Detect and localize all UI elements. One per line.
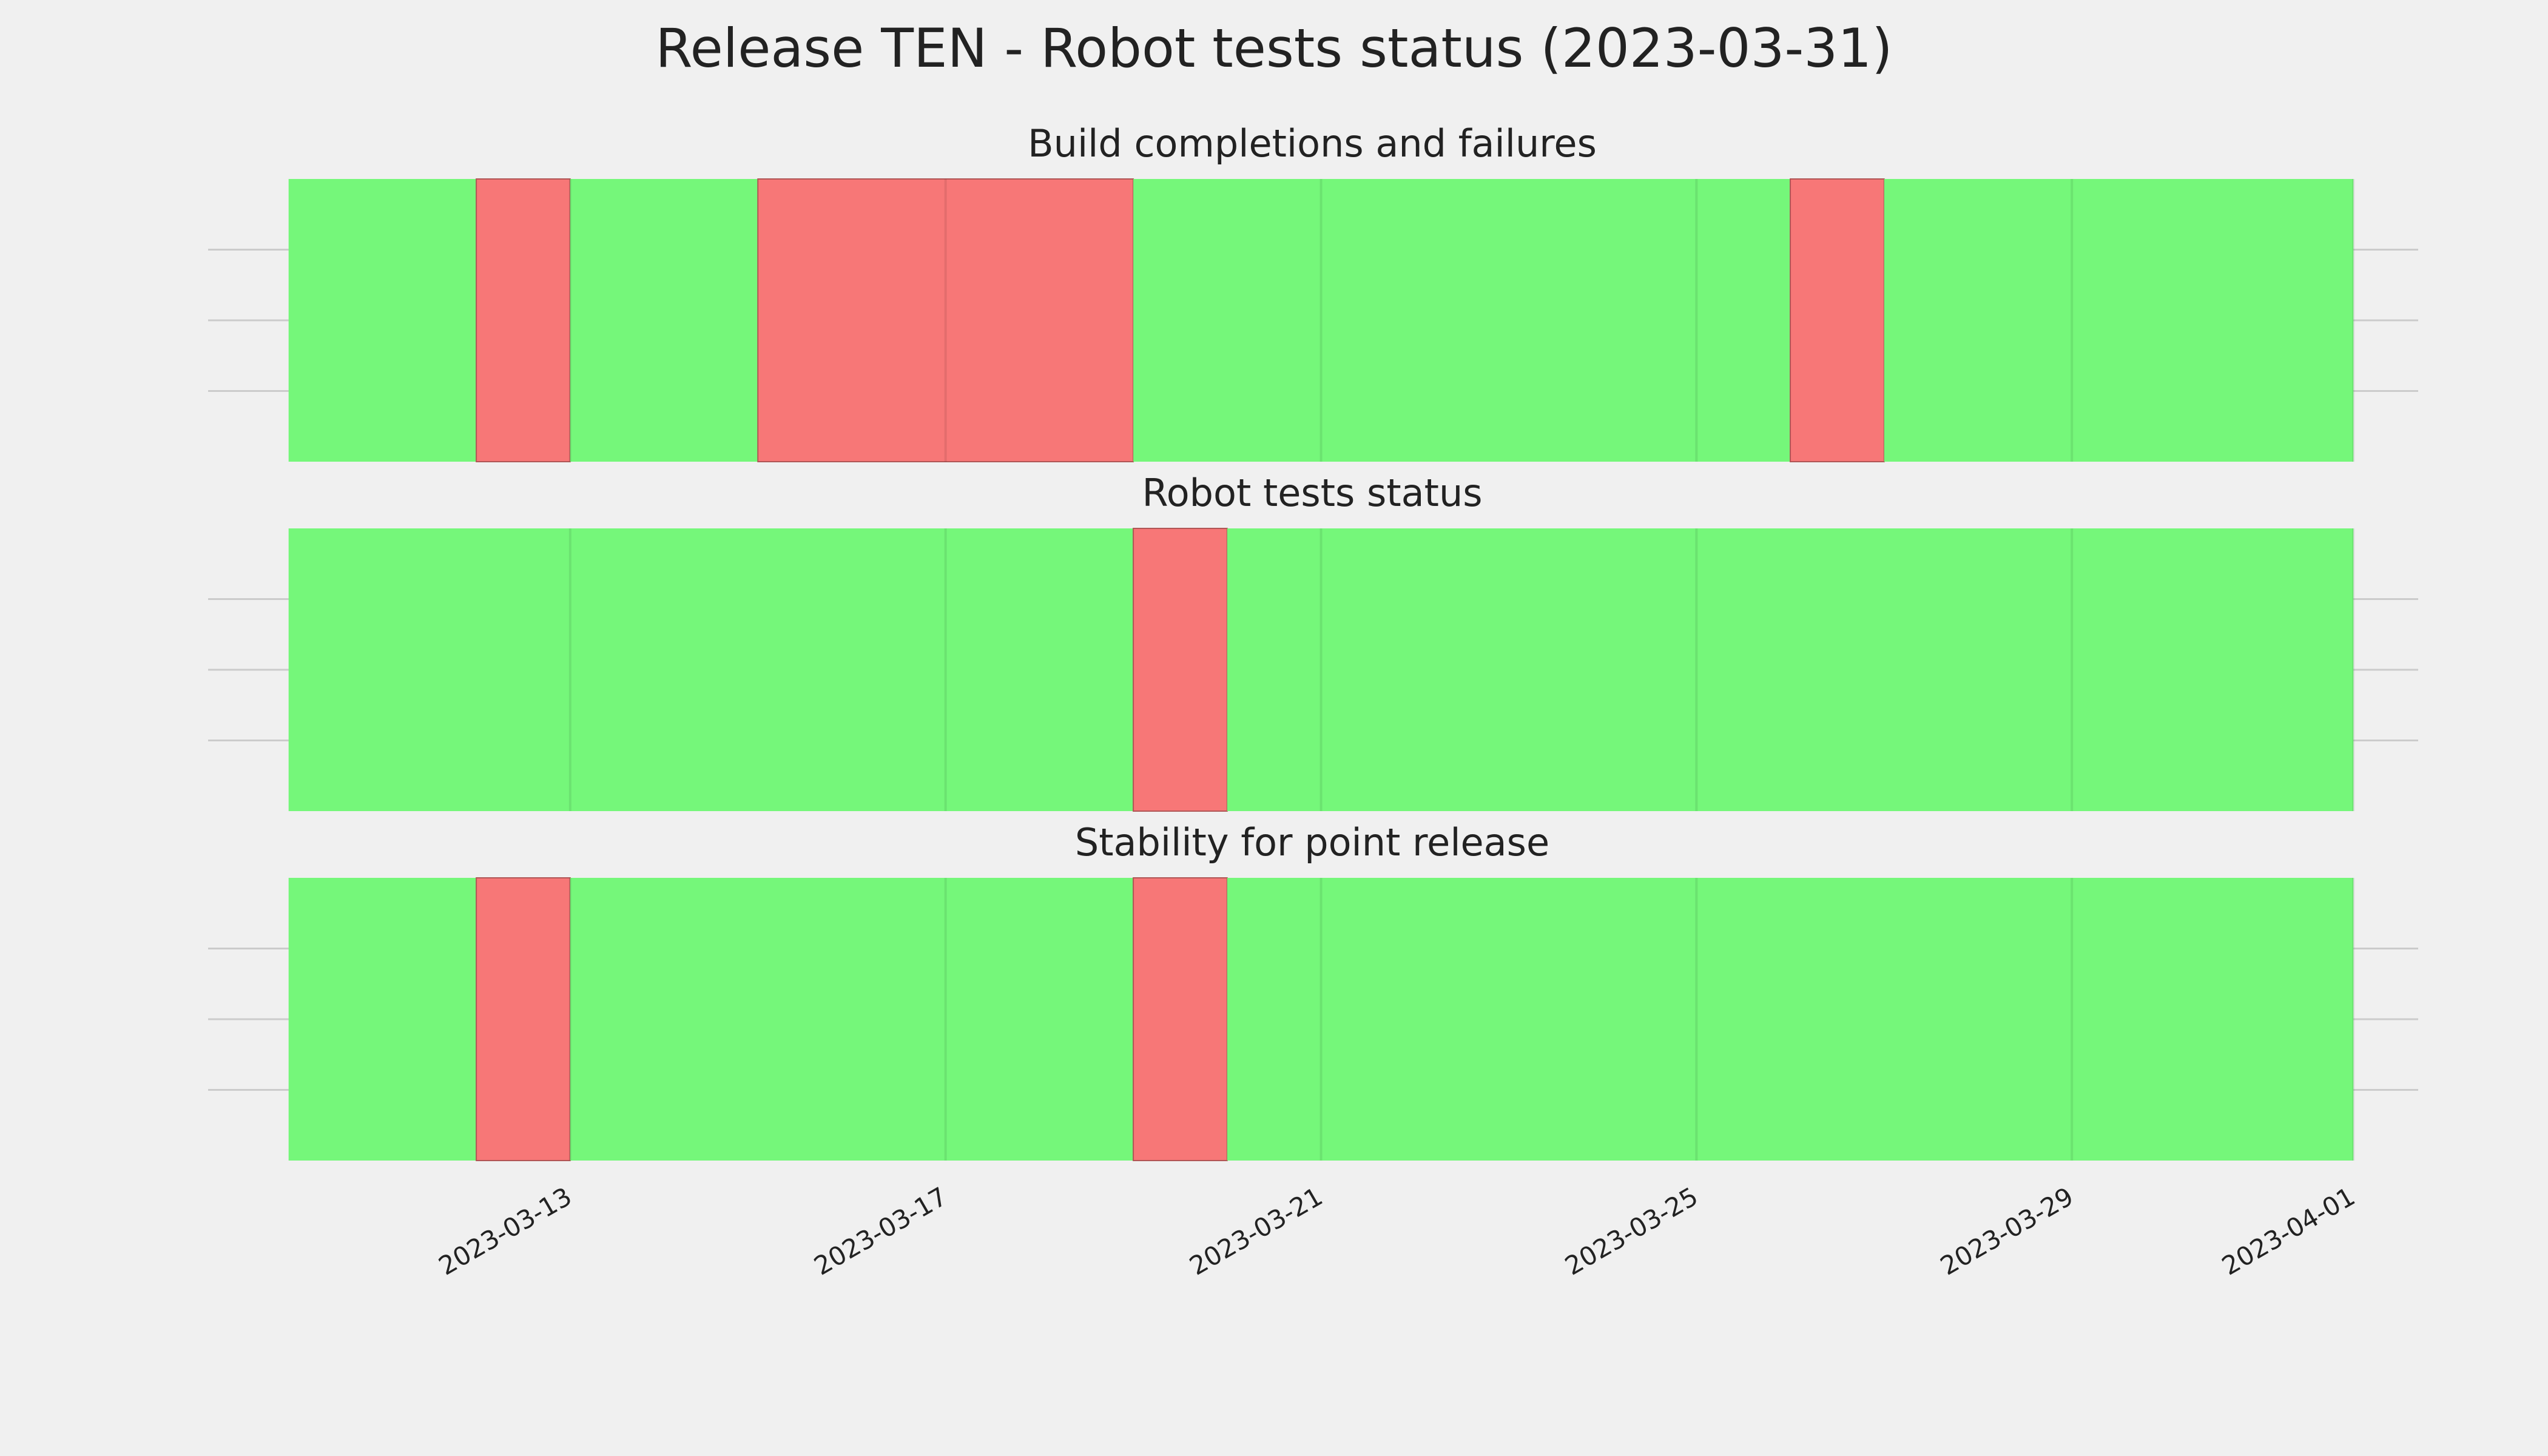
- status-segment: [1133, 528, 1228, 812]
- status-segment: [1133, 877, 1228, 1161]
- status-segment: [570, 179, 758, 462]
- status-segment: [1227, 528, 2354, 811]
- chart-title: Release TEN - Robot tests status (2023-0…: [655, 17, 1892, 79]
- subplot-title: Stability for point release: [1075, 820, 1549, 864]
- status-segment: [1884, 179, 2354, 462]
- status-segment: [288, 528, 1134, 811]
- status-segment: [476, 178, 571, 462]
- status-segment: [288, 179, 477, 462]
- status-segment: [570, 878, 1134, 1161]
- status-segment: [476, 877, 571, 1161]
- status-segment: [1790, 178, 1885, 462]
- status-segment: [1133, 179, 1791, 462]
- status-segment: [288, 878, 477, 1161]
- subplot-title: Robot tests status: [1142, 471, 1482, 515]
- subplot-title: Build completions and failures: [1028, 121, 1597, 166]
- status-segment: [757, 178, 1134, 462]
- status-segment: [1227, 878, 2354, 1161]
